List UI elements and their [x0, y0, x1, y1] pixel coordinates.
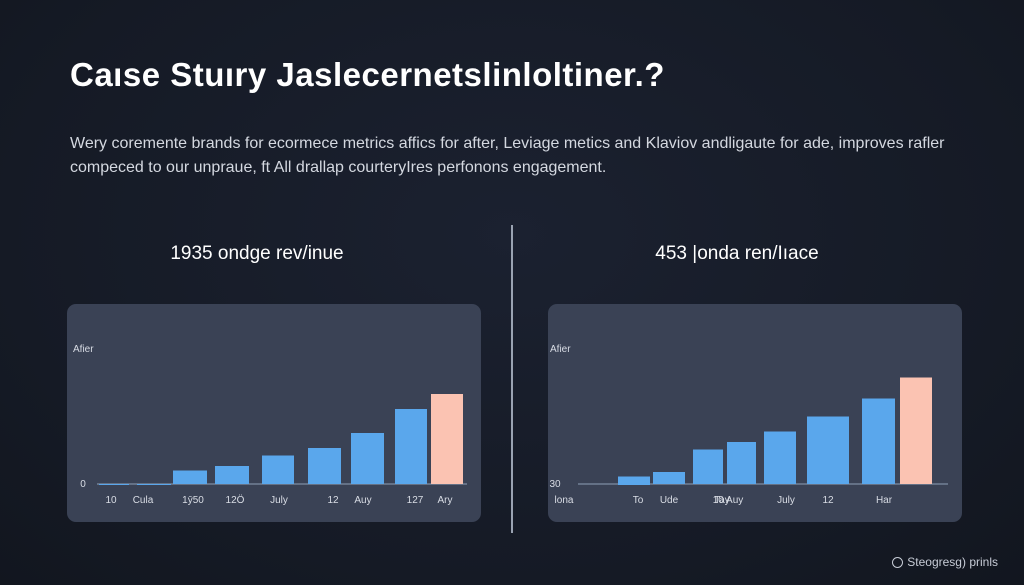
- bar: [618, 484, 650, 485]
- bar: [862, 398, 895, 484]
- bar: [395, 409, 427, 484]
- chart-panel-bg: [548, 304, 962, 522]
- y-axis-label: Afier: [73, 344, 94, 355]
- bar-highlight: [431, 394, 463, 484]
- x-tick-label: Ary: [438, 495, 453, 506]
- page-title: Caıse Stuıry Jaslecernetslinloltiner.?: [70, 56, 665, 93]
- left-chart: Afier 0 10 Cula 1ȳ50 12Ö July 12 Auy 127 Ary: [67, 304, 481, 522]
- bar: [764, 431, 796, 484]
- x-tick-label: 1ȳ50: [182, 495, 204, 506]
- footer-label: Steogresg) prinls: [907, 555, 998, 569]
- x-tick-label: 12: [822, 495, 834, 506]
- left-chart-svg: Afier 0 10 Cula 1ȳ50 12Ö July 12 Auy 127 Ary: [67, 304, 481, 522]
- bar: [727, 442, 756, 484]
- x-tick-label: July: [777, 495, 795, 506]
- right-panel-heading: 453 |onda ren/Iıace: [655, 243, 819, 264]
- bar: [653, 472, 685, 484]
- bar: [99, 484, 129, 485]
- bar: [173, 470, 207, 484]
- right-chart: Afier 30 lona To Ude 10 Auy Tay July 12 Har: [548, 304, 962, 522]
- bar: [308, 448, 341, 484]
- bar: [618, 476, 650, 484]
- bar: [351, 433, 384, 484]
- x-tick-label: 12: [327, 495, 339, 506]
- bar: [137, 484, 171, 485]
- x-tick-label: lona: [555, 495, 574, 506]
- copyright-icon: [892, 556, 904, 568]
- x-tick-label: To: [633, 495, 644, 506]
- left-panel-heading: 1935 ondge rev/inue: [170, 243, 344, 264]
- x-tick-label: Ude: [660, 495, 679, 506]
- bar: [262, 455, 294, 484]
- y-tick-label: 30: [549, 479, 561, 490]
- x-tick-label: Cula: [133, 495, 154, 506]
- bar-highlight: [900, 377, 932, 484]
- x-tick-label: Auy: [354, 495, 371, 506]
- bar: [807, 416, 849, 484]
- y-axis-label: Afier: [550, 344, 571, 355]
- footer-credit: Steogresg) prinls: [892, 555, 998, 569]
- page-description: Wery coremente brands for ecormece metri…: [70, 135, 945, 176]
- bar: [215, 466, 249, 484]
- x-tick-label: July: [270, 495, 288, 506]
- x-tick-label: 12Ö: [226, 494, 245, 506]
- x-tick-label: 127: [407, 495, 424, 506]
- panel-divider: [511, 225, 513, 533]
- y-tick-label: 0: [80, 479, 86, 490]
- bar: [693, 449, 723, 484]
- x-tick-label: Tay: [714, 495, 730, 506]
- x-tick-label: Har: [876, 495, 893, 506]
- x-tick-label: 10 Auy: [713, 495, 744, 506]
- x-tick-label: 10: [105, 495, 117, 506]
